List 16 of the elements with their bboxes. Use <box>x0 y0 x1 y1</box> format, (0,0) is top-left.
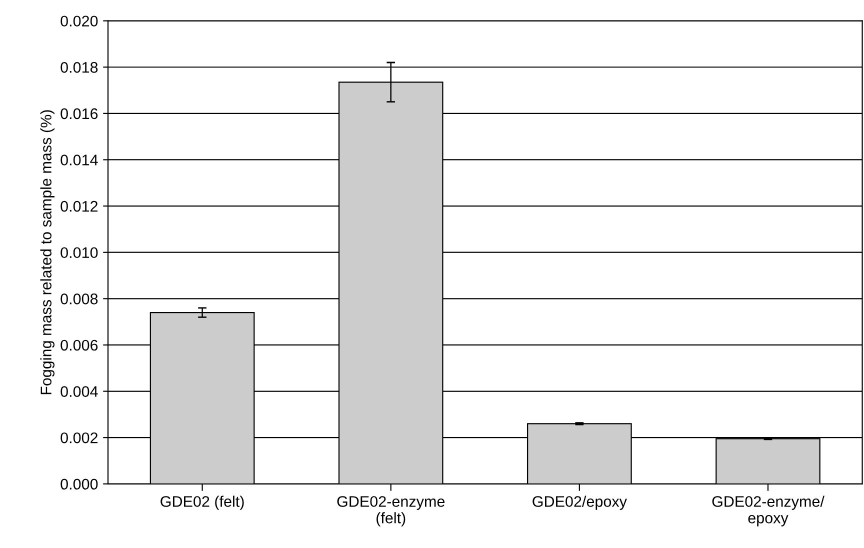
y-tick-label: 0.014 <box>60 154 98 166</box>
y-tick-label: 0.004 <box>60 386 98 397</box>
x-tick-label: GDE02 (felt) <box>160 496 244 510</box>
y-tick-label: 0.020 <box>60 16 98 27</box>
y-tick-label: 0.018 <box>60 62 98 73</box>
y-tick-label: 0.008 <box>60 294 98 304</box>
y-tick-label: 0.016 <box>60 108 98 120</box>
y-tick-label: 0.010 <box>60 247 98 258</box>
x-tick-label: GDE02/epoxy <box>532 496 627 510</box>
y-axis-title: Fogging mass related to sample mass (%) <box>40 110 54 394</box>
x-tick-label: GDE02-enzyme/ epoxy <box>712 496 824 526</box>
y-tick-label: 0.000 <box>60 478 98 490</box>
x-tick-label: GDE02-enzyme (felt) <box>337 496 445 526</box>
y-tick-label: 0.002 <box>60 432 98 444</box>
y-tick-label: 0.006 <box>60 340 98 351</box>
y-tick-label: 0.012 <box>60 200 98 212</box>
